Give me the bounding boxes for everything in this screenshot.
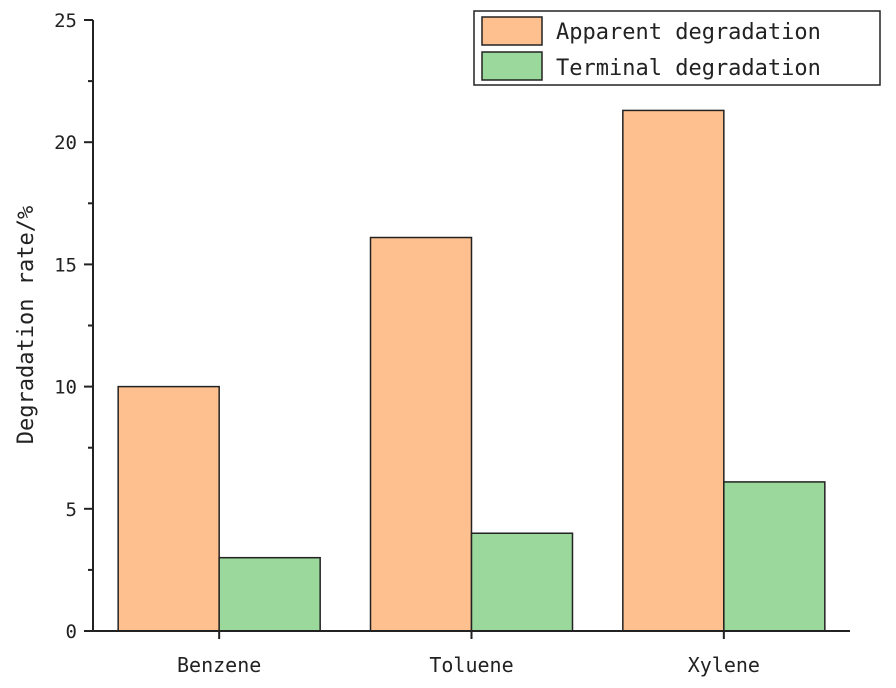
x-tick-label-xylene: Xylene (688, 653, 760, 677)
bar-xylene-apparent (622, 109, 725, 632)
legend-label-terminal: Terminal degradation (556, 56, 821, 81)
legend-label-apparent: Apparent degradation (556, 20, 821, 45)
bars (117, 109, 826, 632)
x-tick-labels: Benzene Toluene Xylene (177, 631, 760, 677)
bar-benzene-apparent (117, 385, 220, 632)
x-tick-label-benzene: Benzene (177, 653, 261, 677)
bar-toluene-apparent (369, 236, 473, 632)
y-tick-label: 25 (54, 10, 77, 32)
legend: Apparent degradation Terminal degradatio… (473, 10, 881, 86)
legend-swatch-terminal (481, 51, 543, 81)
y-tick-label: 0 (66, 621, 77, 643)
y-tick-label: 5 (66, 499, 77, 521)
bar-toluene-terminal (470, 532, 574, 632)
y-tick-label: 20 (54, 132, 77, 154)
y-axis-title: Degradation rate/% (14, 206, 39, 444)
y-tick-label: 10 (54, 377, 77, 399)
y-ticks: 0 5 10 15 20 25 (54, 10, 93, 643)
x-tick-label-toluene: Toluene (429, 653, 513, 677)
legend-swatch-apparent (481, 16, 543, 46)
y-tick-label: 15 (54, 254, 77, 276)
bar-benzene-terminal (218, 556, 321, 632)
bar-xylene-terminal (723, 481, 826, 632)
